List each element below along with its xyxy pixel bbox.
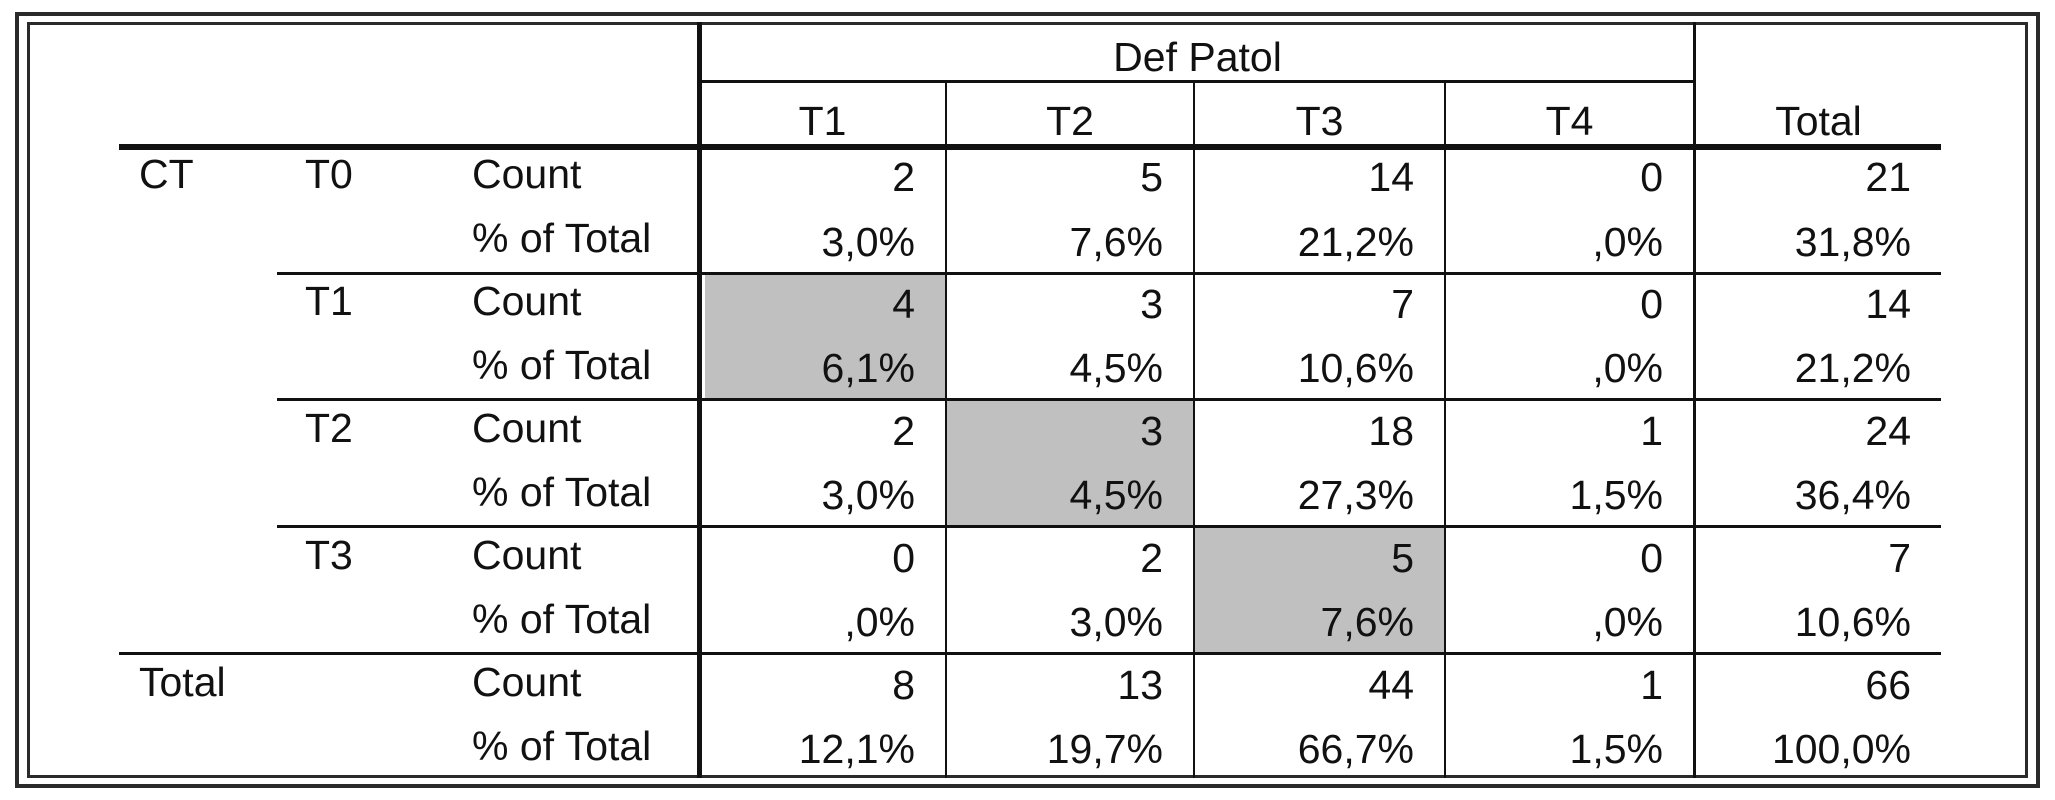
highlight-cell [947,400,1195,525]
table-cell: 14 [1368,154,1414,200]
stat-label: Count [472,151,582,197]
column-group-header: Def Patol [1113,34,1282,80]
table-cell: 2 [892,154,915,200]
table-cell: 4 [892,281,915,327]
table-cell: 0 [1640,281,1663,327]
table-cell: 1,5% [1569,472,1663,518]
stat-label: % of Total [472,342,652,388]
table-cell: 0 [892,535,915,581]
table-cell: 13 [1117,662,1163,708]
table-cell: 27,3% [1297,472,1414,518]
table-cell: ,0% [1592,219,1663,265]
table-cell: 7,6% [1320,599,1414,645]
table-cell: 2 [1140,535,1163,581]
table-cell: 18 [1368,408,1414,454]
table-cell: 19,7% [1046,726,1163,772]
table-cell: ,0% [1592,345,1663,391]
table-cell: 10,6% [1297,345,1414,391]
header-divider [697,80,1695,83]
row-total-cell: 24 [1865,408,1911,454]
table-cell: 3,0% [821,219,915,265]
total-divider [119,652,1941,655]
table-cell: 5 [1391,535,1414,581]
inner-frame [27,22,2028,778]
table-cell: 4,5% [1069,472,1163,518]
row-variable-label: CT [139,151,194,197]
table-cell: 3 [1140,281,1163,327]
stat-label: Count [472,278,582,324]
stat-label: Count [472,532,582,578]
row-divider [277,398,1941,401]
highlight-cell [1195,528,1446,652]
table-cell: 0 [1640,154,1663,200]
grand-total-cell: 100,0% [1771,726,1911,772]
column-divider [945,80,947,778]
column-divider [1444,80,1446,778]
table-cell: 1 [1640,408,1663,454]
table-cell: 7,6% [1069,219,1163,265]
outer-frame [15,12,2040,788]
table-cell: 0 [1640,535,1663,581]
column-header: T3 [1295,98,1344,144]
table-cell: 44 [1368,662,1414,708]
table-cell: ,0% [1592,599,1663,645]
table-cell: 3,0% [1069,599,1163,645]
table-cell: 8 [892,662,915,708]
column-header: T1 [798,98,847,144]
stat-label: Count [472,405,582,451]
total-column-divider [1693,22,1696,778]
stat-label: % of Total [472,596,652,642]
row-divider [277,525,1941,528]
table-cell: 21,2% [1297,219,1414,265]
stat-label: % of Total [472,723,652,769]
table-cell: 1,5% [1569,726,1663,772]
total-row-label: Total [139,659,226,705]
table-cell: 66,7% [1297,726,1414,772]
table-cell: 12,1% [798,726,915,772]
table-cell: 6,1% [821,345,915,391]
table-cell: 1 [1640,662,1663,708]
row-group-label: T0 [305,151,353,197]
stat-label: Count [472,659,582,705]
row-group-label: T3 [305,532,353,578]
row-total-cell: 36,4% [1794,472,1911,518]
table-cell: 2 [892,408,915,454]
total-column-header: Total [1775,98,1862,144]
stat-label: % of Total [472,469,652,515]
table-cell: 3,0% [821,472,915,518]
row-total-cell: 31,8% [1794,219,1911,265]
table-cell: 3 [1140,408,1163,454]
table-cell: ,0% [844,599,915,645]
row-group-label: T1 [305,278,353,324]
column-header: T2 [1046,98,1094,144]
column-divider [1193,80,1195,778]
table-cell: 4,5% [1069,345,1163,391]
table-cell: 5 [1140,154,1163,200]
stat-label: % of Total [472,215,652,261]
row-total-cell: 10,6% [1794,599,1911,645]
highlight-cell [705,274,947,398]
table-cell: 7 [1391,281,1414,327]
row-total-cell: 21,2% [1794,345,1911,391]
stub-divider [697,22,702,778]
grand-total-cell: 66 [1865,662,1911,708]
row-total-cell: 21 [1865,154,1911,200]
row-group-label: T2 [305,405,353,451]
row-total-cell: 14 [1865,281,1911,327]
row-divider [277,272,1941,275]
row-total-cell: 7 [1888,535,1911,581]
column-header: T4 [1545,98,1594,144]
header-bottom-rule [119,144,1941,150]
